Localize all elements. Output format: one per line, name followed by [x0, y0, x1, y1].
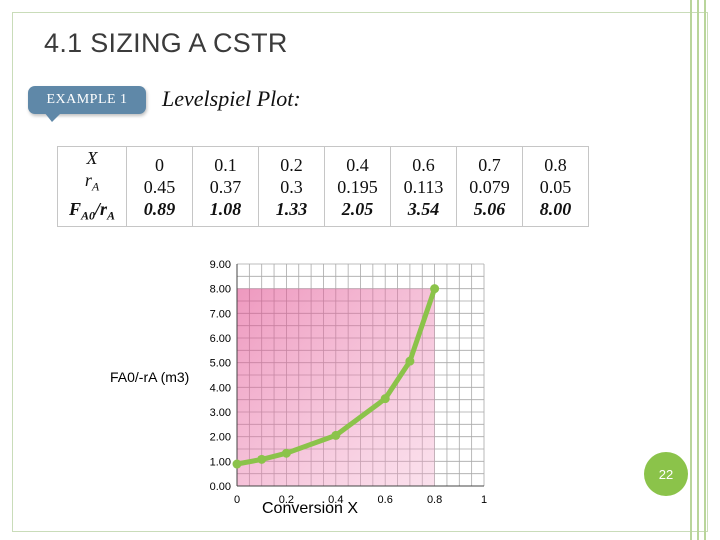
r-value: 0.079 — [469, 176, 510, 197]
y-tick-label: 7.00 — [210, 308, 231, 320]
x-value: 0.7 — [478, 154, 501, 175]
y-tick-label: 0.00 — [210, 481, 231, 493]
f-value: 3.54 — [407, 198, 440, 219]
label-r-sub: A — [91, 179, 100, 194]
y-tick-label: 9.00 — [210, 259, 231, 271]
table-column: 0.4 0.195 2.05 — [324, 145, 391, 228]
y-tick-label: 6.00 — [210, 333, 231, 345]
badge-tail-icon — [44, 112, 62, 122]
r-value: 0.05 — [539, 176, 572, 197]
f-value: 8.00 — [539, 198, 572, 219]
x-tick-label: 0.6 — [378, 494, 393, 506]
label-x: X — [86, 148, 98, 168]
f-value: 1.33 — [275, 198, 308, 219]
data-point — [405, 356, 415, 366]
y-tick-labels: 0.00 1.00 2.00 3.00 4.00 5.00 6.00 7.00 8.00 9.00 — [210, 259, 231, 493]
right-rule-3 — [704, 0, 706, 540]
data-points — [232, 284, 440, 469]
label-f: FA0/rA — [58, 198, 126, 227]
x-tick-labels: 0 0.2 0.4 0.6 0.8 1 — [234, 494, 487, 506]
y-axis-label: FA0/-rA (m3) — [110, 369, 189, 385]
table-column: 0.7 0.079 5.06 — [456, 145, 523, 228]
x-tick-label: 0.8 — [427, 494, 442, 506]
slide-subtitle: Levelspiel Plot: — [162, 86, 301, 111]
data-point — [380, 394, 390, 404]
x-value: 0 — [155, 154, 164, 175]
x-value: 0.4 — [346, 154, 369, 175]
data-point — [430, 284, 440, 294]
x-tick-label: 0.2 — [279, 494, 294, 506]
data-point — [232, 459, 242, 469]
data-point — [257, 454, 267, 464]
r-value: 0.113 — [403, 176, 444, 197]
x-value: 0.6 — [412, 154, 435, 175]
example-badge: EXAMPLE 1 — [28, 86, 146, 114]
f-value: 2.05 — [341, 198, 374, 219]
r-value: 0.37 — [209, 176, 242, 197]
y-tick-label: 5.00 — [210, 358, 231, 370]
label-r: rA — [58, 169, 126, 198]
f-value: 0.89 — [143, 198, 176, 219]
data-table: X rA FA0/rA 0 0.45 0.89 0.1 0.37 1.08 0.… — [57, 145, 589, 228]
right-rule-1 — [690, 0, 692, 540]
x-tick-label: 1 — [481, 494, 487, 506]
label-r-main: r — [84, 170, 92, 190]
y-tick-label: 2.00 — [210, 432, 231, 444]
chart-axes — [236, 264, 484, 487]
data-point — [281, 448, 291, 458]
page-number-badge: 22 — [644, 452, 688, 496]
label-f-mid: /r — [95, 198, 108, 219]
r-value: 0.195 — [337, 176, 378, 197]
x-axis-label: Conversion X — [262, 500, 358, 517]
y-tick-label: 8.00 — [210, 284, 231, 296]
shaded-area — [237, 288, 435, 486]
y-tick-label: 4.00 — [210, 382, 231, 394]
data-point — [331, 430, 341, 440]
f-value: 5.06 — [473, 198, 506, 219]
label-f-main: F — [68, 198, 81, 219]
label-f-sub2: A — [107, 208, 116, 223]
table-column: 0.2 0.3 1.33 — [258, 145, 325, 228]
y-tick-label: 1.00 — [210, 456, 231, 468]
r-value: 0.45 — [143, 176, 176, 197]
y-tick-label: 3.00 — [210, 407, 231, 419]
x-tick-label: 0 — [234, 494, 240, 506]
x-value: 0.1 — [214, 154, 237, 175]
slide-title: 4.1 SIZING A CSTR — [44, 28, 288, 58]
x-tick-label: 0.4 — [328, 494, 343, 506]
x-value: 0.8 — [544, 154, 567, 175]
right-rule-2 — [697, 0, 699, 540]
f-value: 1.08 — [209, 198, 242, 219]
x-value: 0.2 — [280, 154, 303, 175]
label-f-sub: A0 — [80, 208, 95, 223]
table-column: 0.6 0.113 3.54 — [390, 145, 457, 228]
slide-frame — [12, 12, 708, 532]
r-value: 0.3 — [280, 176, 303, 197]
table-column: 0.1 0.37 1.08 — [192, 145, 259, 228]
table-column: 0.8 0.05 8.00 — [522, 145, 589, 228]
